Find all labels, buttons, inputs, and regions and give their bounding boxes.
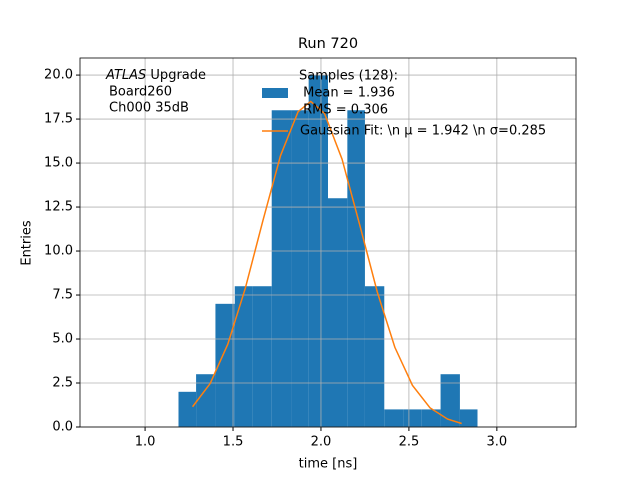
bar [328,198,348,427]
bar [440,374,460,427]
y-tick-label: 17.5 [44,112,73,127]
annotation-text: Upgrade [150,68,206,83]
bar [364,286,385,427]
bar [271,110,292,427]
bar [421,409,441,427]
bar [347,110,365,427]
y-tick-label: 0.0 [52,420,73,435]
annotation: ATLAS Upgrade [105,68,206,83]
x-tick-label: 1.5 [223,435,244,450]
legend-label: Mean = 1.936 [299,86,395,101]
bar [384,409,404,427]
bar [215,303,235,427]
legend-label: RMS = 0.306 [299,103,388,118]
y-tick-label: 20.0 [44,68,73,83]
x-tick-label: 2.0 [311,435,332,450]
fit-line [191,100,462,425]
annotation-line: Ch000 35dB [109,101,189,116]
legend-label: Samples (128): [299,69,398,84]
legend-patch [262,88,288,98]
annotation-line: Board260 [109,85,172,100]
annotation-emphasis: ATLAS [105,68,146,83]
bar [252,286,272,427]
x-axis-label: time [ns] [299,457,358,472]
bar [196,374,216,427]
y-tick-label: 10.0 [44,244,73,259]
bar [291,110,309,427]
bar [234,286,253,427]
bar [459,409,478,427]
y-tick-label: 2.5 [52,376,73,391]
bar [403,409,422,427]
axes-frame [79,57,577,428]
y-tick-label: 7.5 [52,288,73,303]
y-tick-label: 12.5 [44,200,73,215]
bar [178,391,197,427]
y-axis-label: Entries [20,220,35,266]
y-tick-label: 5.0 [52,332,73,347]
x-tick-label: 1.0 [135,435,156,450]
legend-label: Gaussian Fit: \n μ = 1.942 \n σ=0.285 [300,124,546,139]
x-tick-label: 2.5 [399,435,420,450]
x-tick-label: 3.0 [487,435,508,450]
y-tick-label: 15.0 [44,156,73,171]
chart-title: Run 720 [298,36,358,52]
